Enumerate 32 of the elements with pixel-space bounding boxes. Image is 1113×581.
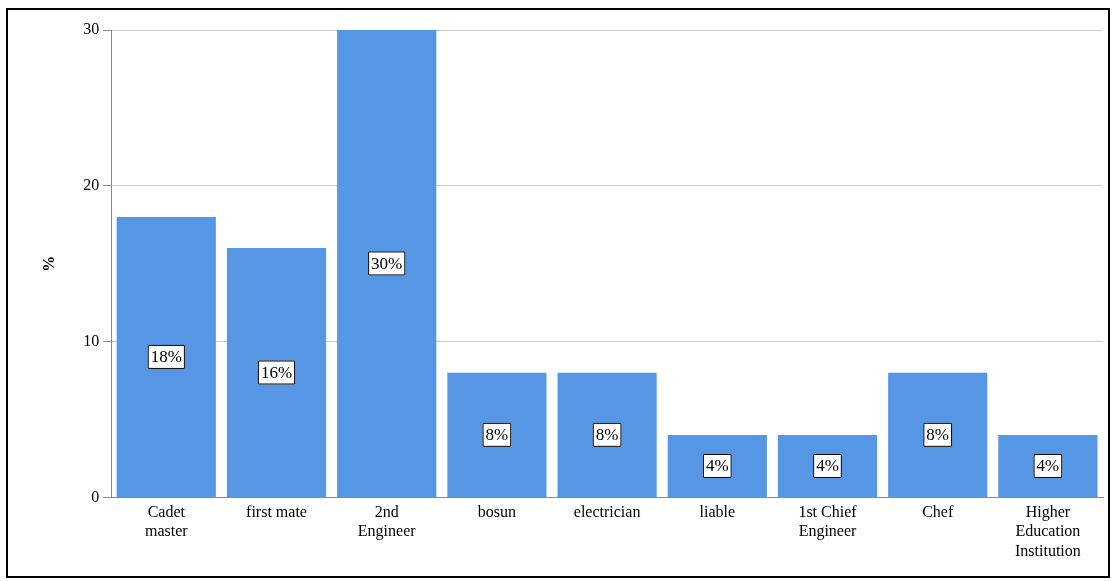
- bar: [557, 372, 657, 497]
- x-tick-label: liable: [699, 503, 736, 521]
- data-label: 4%: [705, 456, 729, 476]
- y-tick-label: 0: [91, 487, 100, 505]
- x-tick-label: bosun: [477, 503, 517, 521]
- data-label: 4%: [816, 456, 839, 476]
- x-tick-label: electrician: [573, 503, 641, 521]
- x-tick-label: Cadet master: [144, 503, 189, 540]
- data-label: 30%: [371, 253, 403, 273]
- data-label: 8%: [595, 425, 619, 445]
- data-label: 8%: [485, 425, 509, 445]
- bar: [777, 435, 878, 497]
- bar: [447, 372, 547, 497]
- bar: [888, 372, 988, 497]
- bar: [337, 30, 437, 497]
- data-label: 16%: [260, 362, 293, 382]
- bar: [998, 435, 1098, 497]
- data-label: 4%: [1036, 456, 1060, 476]
- y-tick-label: 20: [83, 176, 100, 193]
- bar: [116, 216, 216, 497]
- x-tick-label: Chef: [922, 503, 954, 521]
- x-tick-label: first mate: [246, 503, 307, 521]
- x-tick-label: Higher Education Institution: [1015, 503, 1081, 559]
- y-tick-label: 10: [83, 331, 100, 349]
- bar: [667, 435, 767, 497]
- y-tick-label: 30: [83, 20, 100, 38]
- data-label: 8%: [926, 425, 950, 445]
- data-label: 18%: [150, 347, 182, 367]
- y-axis-title: %: [39, 255, 57, 272]
- bar: [226, 248, 327, 497]
- x-tick-label: 2nd Engineer: [357, 503, 417, 541]
- x-tick-label: 1st Chief Engineer: [798, 503, 858, 541]
